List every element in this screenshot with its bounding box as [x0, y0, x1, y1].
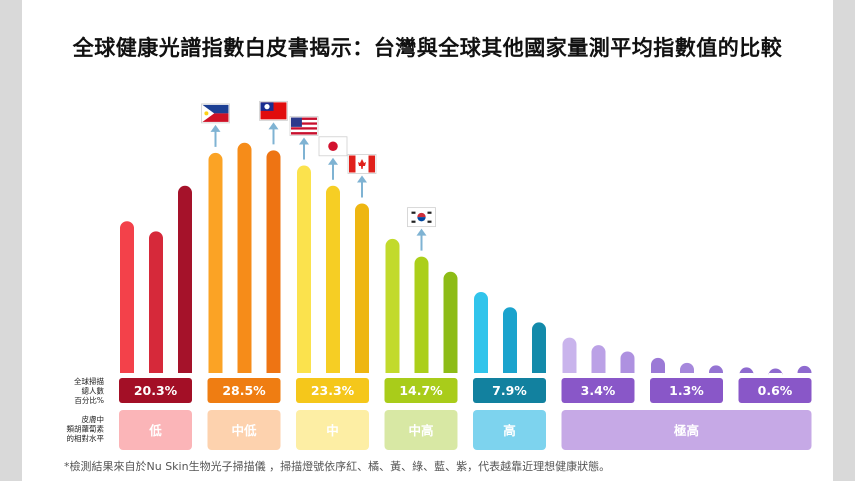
bar	[149, 231, 163, 373]
pct-value: 23.3%	[311, 383, 355, 398]
chart-title: 全球健康光譜指數白皮書揭示：台灣與全球其他國家量測平均指數值的比較	[72, 36, 783, 60]
up-arrow-head-icon	[357, 175, 367, 183]
bar	[355, 203, 369, 373]
bar	[297, 165, 311, 373]
taiwan-flag-icon	[259, 100, 288, 121]
bar	[532, 322, 546, 373]
pct-box	[119, 378, 192, 403]
footnote: *檢測結果來自於Nu Skin生物光子掃描儀 ，掃描燈號依序紅、橘、黃、綠、藍、…	[64, 460, 611, 473]
bar	[443, 271, 458, 373]
bar	[385, 238, 400, 373]
pct-box	[296, 378, 369, 403]
pct-value: 0.6%	[758, 383, 793, 398]
level-row-label: 皮膚中	[82, 414, 105, 424]
level-box	[119, 410, 192, 450]
pct-box	[473, 378, 546, 403]
bar	[326, 185, 340, 373]
pct-value: 7.9%	[492, 383, 527, 398]
level-box	[561, 410, 812, 450]
bar	[474, 292, 488, 373]
level-value: 中低	[231, 423, 257, 438]
pct-value: 20.3%	[134, 383, 178, 398]
level-box	[384, 410, 458, 450]
up-arrow-head-icon	[416, 228, 427, 236]
korea-flag-icon	[407, 207, 436, 228]
level-box	[473, 410, 546, 450]
bars-layer	[120, 142, 812, 376]
pct-box	[384, 378, 458, 403]
pct-box	[738, 378, 812, 403]
flags-layer	[201, 100, 436, 251]
up-arrow-head-icon	[210, 124, 221, 132]
level-row-label: 類胡蘿蔔素	[67, 424, 105, 434]
bar	[797, 365, 812, 373]
bar	[237, 142, 252, 373]
bar	[768, 368, 783, 376]
pct-box	[561, 378, 635, 403]
pct-value: 28.5%	[222, 383, 266, 398]
level-row-label: 的相對水平	[67, 433, 105, 443]
bar	[591, 345, 606, 373]
japan-flag-icon	[318, 136, 348, 157]
pct-row-label: 總人數	[82, 386, 105, 396]
level-value: 中高	[408, 423, 433, 438]
bar	[503, 307, 517, 373]
pct-box	[650, 378, 723, 403]
level-value: 中	[326, 423, 339, 438]
pct-box	[207, 378, 281, 403]
bar	[120, 221, 134, 373]
pct-row-label: 全球掃描	[74, 376, 104, 386]
bar	[709, 365, 724, 373]
level-box	[207, 410, 281, 450]
level-value: 高	[503, 423, 516, 438]
bar	[739, 367, 754, 375]
up-arrow-head-icon	[268, 122, 279, 130]
bar	[266, 150, 281, 373]
bar	[562, 337, 577, 373]
level-value: 極高	[674, 423, 699, 438]
pct-value: 1.3%	[669, 383, 704, 398]
level-box	[296, 410, 369, 450]
bar	[651, 357, 665, 373]
usa-flag-icon	[289, 116, 319, 136]
bar	[178, 185, 192, 373]
pct-value: 3.4%	[581, 383, 616, 398]
bar	[414, 256, 429, 373]
bar	[620, 351, 635, 373]
canada-flag-icon	[347, 154, 377, 174]
pct-value: 14.7%	[399, 383, 443, 398]
pct-row-label: 百分比%	[74, 395, 104, 405]
bar	[208, 152, 223, 373]
philippines-flag-icon	[201, 103, 230, 124]
up-arrow-head-icon	[299, 137, 309, 145]
bar	[680, 362, 694, 373]
up-arrow-head-icon	[328, 157, 338, 165]
level-value: 低	[148, 423, 162, 438]
